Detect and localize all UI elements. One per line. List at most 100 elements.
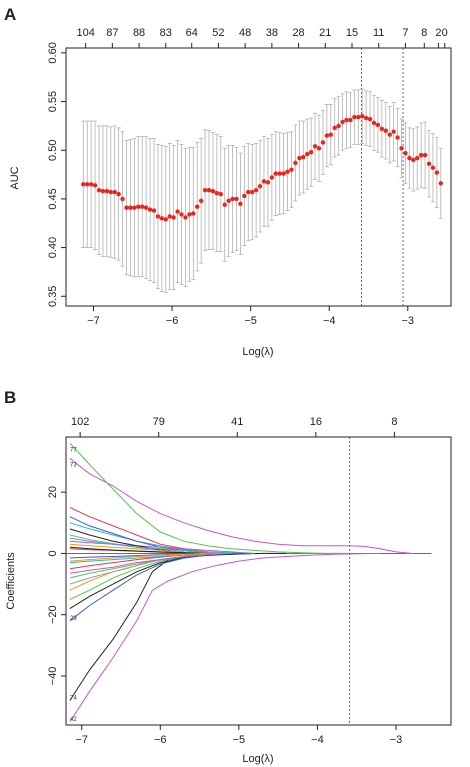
y-tick-label: 0.50: [47, 140, 59, 161]
variable-label: 74: [70, 695, 77, 701]
top-axis-label: 48: [239, 27, 251, 39]
auc-point: [238, 201, 243, 206]
auc-point: [352, 114, 357, 120]
auc-point: [159, 216, 165, 221]
x-tick-label: −4: [311, 734, 324, 746]
top-axis-label: 7: [402, 27, 408, 39]
auc-point: [151, 208, 157, 213]
auc-point: [81, 182, 86, 187]
auc-point: [289, 167, 294, 172]
auc-point: [187, 212, 192, 217]
top-axis-label: 52: [212, 27, 224, 39]
top-axis-label: 41: [231, 416, 243, 428]
panel-b-x-axis-title: Log(λ): [242, 753, 273, 765]
auc-point: [269, 175, 275, 180]
auc-point: [356, 114, 361, 120]
auc-point: [387, 132, 392, 137]
auc-point: [136, 204, 141, 209]
top-axis-label: 2: [435, 27, 441, 39]
auc-point: [163, 217, 168, 222]
auc-point: [367, 116, 373, 122]
panel-a-error-bars: [81, 88, 443, 293]
auc-point: [403, 150, 408, 156]
auc-point: [418, 152, 424, 158]
auc-point: [120, 196, 125, 202]
auc-point: [375, 122, 381, 128]
auc-point: [411, 157, 416, 163]
y-tick-label: 0.35: [47, 286, 59, 307]
auc-point: [167, 214, 172, 219]
auc-point: [371, 120, 377, 126]
top-axis-label: 87: [106, 27, 118, 39]
panel-a-points: [81, 113, 443, 222]
coefficient-path: [69, 552, 208, 564]
top-axis-label: 102: [71, 416, 89, 428]
auc-point: [210, 188, 216, 194]
panel-a-y-axis: 0.35 0.40 0.45 0.50 0.55 0.60: [47, 42, 66, 307]
coefficient-path: [69, 546, 208, 554]
coefficient-path: [69, 442, 349, 554]
auc-point: [293, 160, 298, 166]
panel-a-x-axis: −7 −6 −5 −4 −3: [87, 306, 414, 327]
auc-point: [308, 149, 314, 155]
auc-point: [312, 144, 318, 149]
auc-point: [328, 132, 333, 137]
auc-point: [360, 113, 365, 119]
auc-point: [202, 187, 208, 193]
coefficient-path: [69, 552, 232, 622]
panel-b-y-axis: 20 0 −20 −40: [47, 486, 66, 685]
auc-point: [226, 198, 231, 204]
auc-point: [379, 126, 385, 132]
auc-point: [430, 165, 436, 170]
y-tick-label: 0.45: [47, 188, 59, 209]
auc-point: [147, 207, 153, 212]
auc-point: [112, 189, 117, 195]
auc-point: [391, 129, 396, 134]
auc-point: [124, 205, 129, 210]
auc-point: [297, 155, 302, 161]
top-axis-label: 11: [373, 27, 384, 39]
coefficient-path: [69, 537, 255, 554]
auc-point: [140, 204, 145, 209]
auc-point: [128, 205, 133, 210]
panel-b-plot-frame: [65, 436, 452, 726]
x-tick-label: −7: [87, 315, 100, 327]
auc-point: [116, 191, 121, 197]
auc-point: [438, 181, 443, 186]
panel-b: B 102 79 41 16 8 77 73 29 74 42 −7 −6 −5 −4 −3 20 0 −2…: [4, 388, 452, 765]
top-axis-label: 21: [319, 27, 331, 39]
y-tick-label: −20: [47, 605, 59, 624]
panel-a-x-axis-title: Log(λ): [242, 346, 273, 358]
panel-b-y-axis-title: Coefficients: [5, 552, 17, 610]
auc-point: [281, 171, 286, 176]
auc-point: [88, 182, 94, 187]
auc-point: [143, 205, 149, 210]
auc-point: [175, 209, 180, 214]
auc-point: [434, 170, 440, 175]
panel-a-reference-lines: [361, 48, 404, 306]
panel-a-top-axis: 104 87 88 83 64 52 48 38 28 21 15 11 7 8 2 0: [76, 27, 448, 48]
auc-point: [171, 215, 176, 220]
y-tick-label: 0.55: [47, 91, 59, 112]
auc-point: [242, 193, 247, 199]
auc-point: [257, 184, 263, 189]
auc-point: [273, 171, 278, 176]
top-axis-label: 83: [160, 27, 172, 39]
auc-point: [363, 115, 369, 121]
auc-point: [316, 146, 322, 151]
coefficient-path: [69, 552, 381, 723]
panel-b-variable-labels: 77 73 29 74 42: [70, 447, 77, 723]
x-tick-label: −6: [154, 734, 167, 746]
y-tick-label: 0.40: [47, 237, 59, 258]
auc-point: [261, 179, 267, 184]
auc-point: [218, 191, 223, 197]
auc-point: [277, 171, 282, 176]
x-tick-label: −5: [244, 315, 257, 327]
auc-point: [108, 189, 113, 195]
auc-point: [426, 161, 432, 167]
auc-point: [285, 169, 290, 174]
x-tick-label: −3: [402, 315, 415, 327]
auc-point: [198, 198, 204, 204]
top-axis-label: 64: [186, 27, 198, 39]
